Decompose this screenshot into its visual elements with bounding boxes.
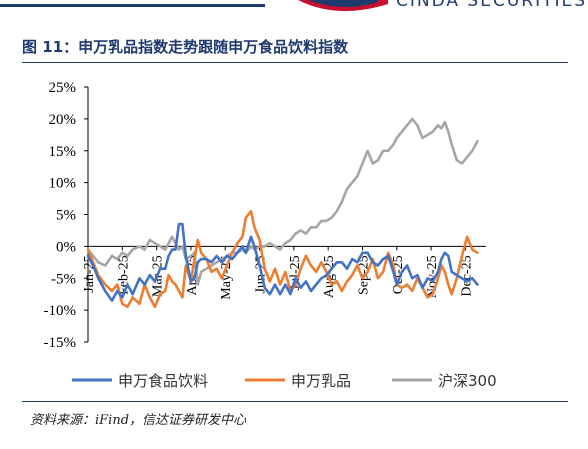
header-rule xyxy=(0,4,265,7)
legend-label-2: 沪深300 xyxy=(438,372,497,390)
y-tick-label: 10% xyxy=(49,176,77,192)
series-line-2 xyxy=(86,117,479,286)
source-note: 资料来源：iFind，信达证券研发中心 xyxy=(30,413,247,428)
y-tick-label: 0% xyxy=(56,239,76,255)
x-tick-label: May-25 xyxy=(219,255,234,299)
report-header-bar: CINDA SECURITIES xyxy=(0,0,588,14)
figure-title: 图 11：申万乳品指数走势跟随申万食品饮料指数 xyxy=(22,38,349,56)
y-tick-label: -15% xyxy=(44,335,77,351)
title-rule xyxy=(22,62,568,63)
y-tick-label: -10% xyxy=(44,303,77,319)
y-tick-label: 20% xyxy=(49,112,77,128)
series-line-1 xyxy=(86,210,479,309)
x-tick-label: Dec-25 xyxy=(459,255,474,296)
y-tick-label: 5% xyxy=(56,208,76,224)
legend-label-0: 申万食品饮料 xyxy=(118,372,208,390)
y-tick-label: 15% xyxy=(49,144,77,160)
brand-wordmark: CINDA SECURITIES xyxy=(396,0,588,11)
y-tick-label: -5% xyxy=(51,271,76,287)
y-tick-label: 25% xyxy=(49,80,77,96)
x-tick-label: Jul-25 xyxy=(288,255,303,290)
bottom-rule xyxy=(22,401,568,402)
brand-logo-swoosh xyxy=(298,0,388,12)
legend-label-1: 申万乳品 xyxy=(291,372,351,390)
series-line-0 xyxy=(86,222,479,302)
